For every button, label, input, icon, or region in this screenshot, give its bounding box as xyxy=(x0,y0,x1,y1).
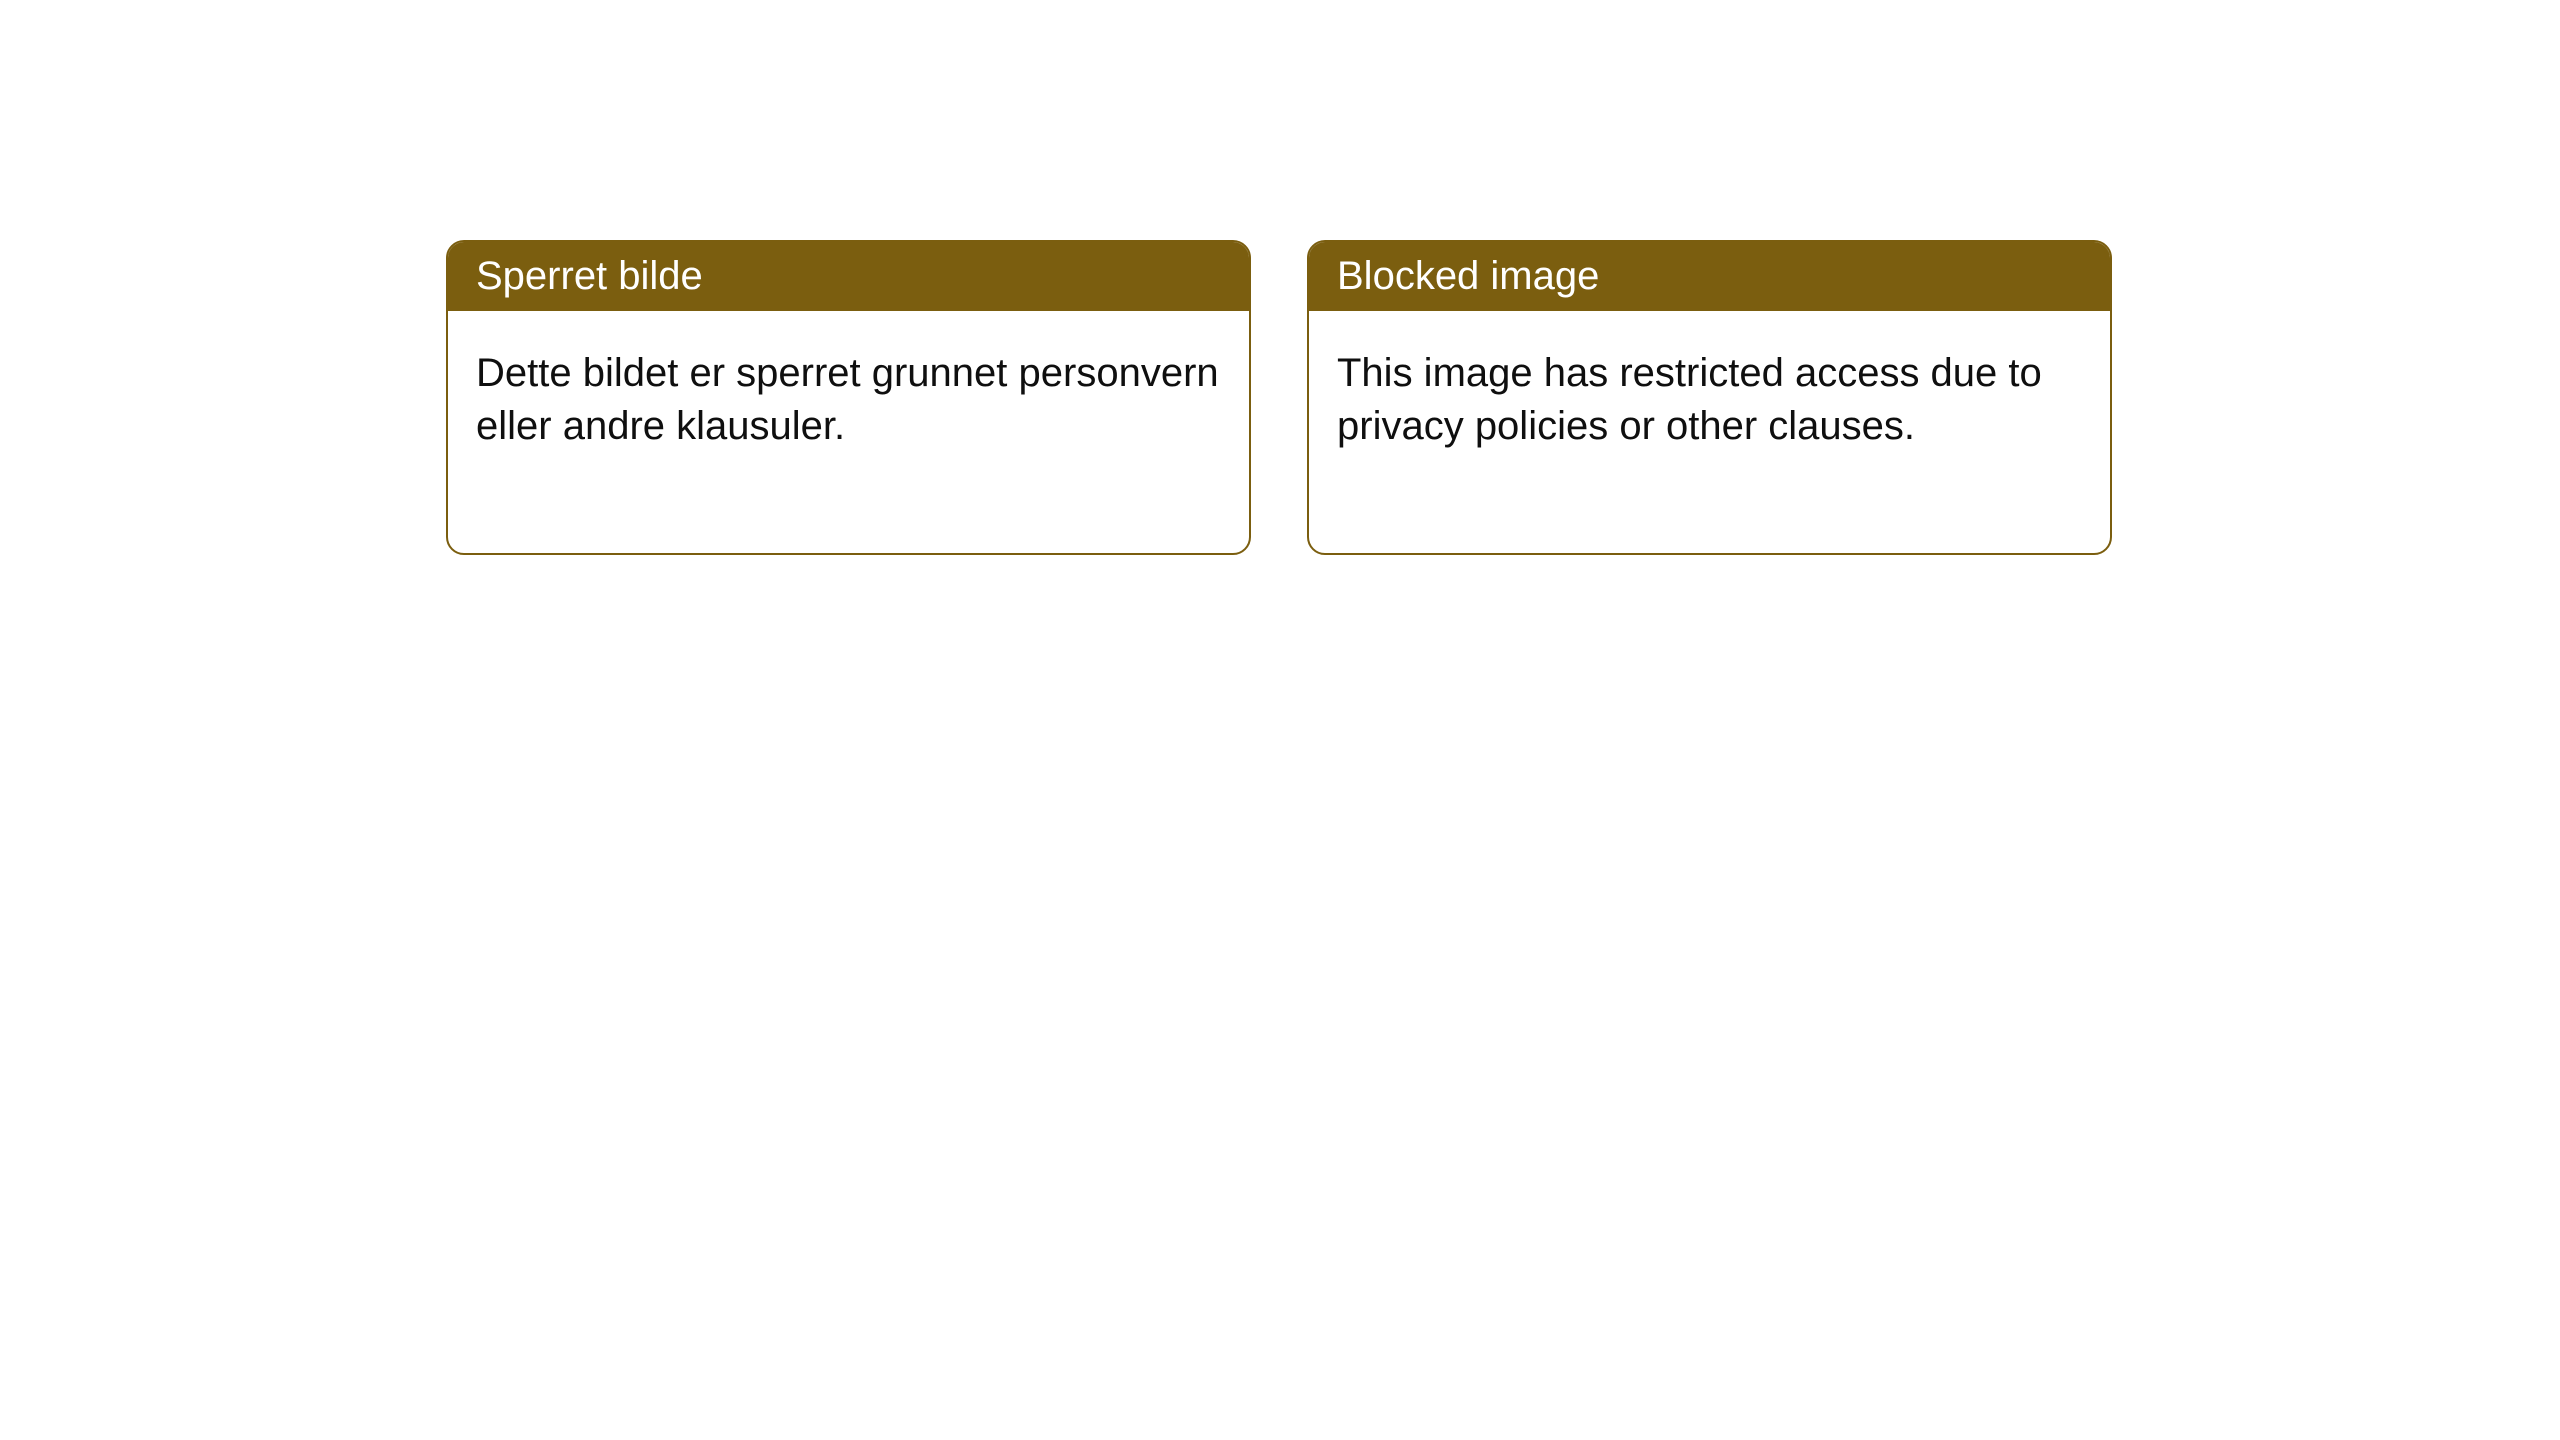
card-title: Blocked image xyxy=(1337,254,1599,298)
card-body-text: This image has restricted access due to … xyxy=(1337,351,2042,448)
notice-card-norwegian: Sperret bilde Dette bildet er sperret gr… xyxy=(446,240,1251,555)
card-body: This image has restricted access due to … xyxy=(1309,311,2110,553)
card-body: Dette bildet er sperret grunnet personve… xyxy=(448,311,1249,553)
card-header: Blocked image xyxy=(1309,242,2110,311)
card-header: Sperret bilde xyxy=(448,242,1249,311)
notice-cards-container: Sperret bilde Dette bildet er sperret gr… xyxy=(446,240,2560,555)
card-title: Sperret bilde xyxy=(476,254,703,298)
notice-card-english: Blocked image This image has restricted … xyxy=(1307,240,2112,555)
card-body-text: Dette bildet er sperret grunnet personve… xyxy=(476,351,1219,448)
